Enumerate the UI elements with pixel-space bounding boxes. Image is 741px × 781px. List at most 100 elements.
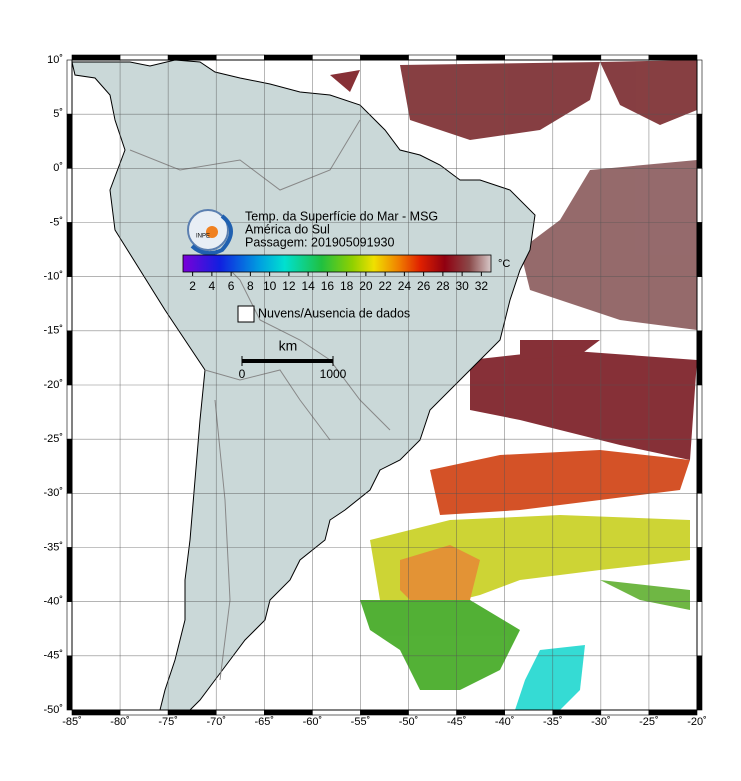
frame-segment xyxy=(71,54,121,61)
x-tick-label: -25˚ xyxy=(639,716,659,728)
y-tick-label: -5˚ xyxy=(50,216,63,228)
frame-segment xyxy=(119,709,169,716)
frame-segment xyxy=(66,113,73,169)
no-data-label: Nuvens/Ausencia de dados xyxy=(258,306,410,320)
x-tick-label: -60˚ xyxy=(303,716,323,728)
y-tick-label: -20˚ xyxy=(43,379,63,391)
sst-field xyxy=(330,60,697,710)
frame-segment xyxy=(119,54,169,61)
frame-segment xyxy=(600,54,650,61)
frame-segment xyxy=(504,54,554,61)
y-tick-label: -15˚ xyxy=(43,325,63,337)
frame-segment xyxy=(648,709,698,716)
scale-tick-label: 0 xyxy=(239,367,246,381)
frame-segment xyxy=(456,709,505,716)
frame-segment xyxy=(66,384,73,440)
x-tick-label: -85˚ xyxy=(62,716,82,728)
frame-segment xyxy=(264,709,313,716)
frame-segment xyxy=(696,113,703,169)
colorbar-tick-label: 32 xyxy=(475,279,489,293)
x-tick-label: -40˚ xyxy=(495,716,515,728)
frame-segment xyxy=(696,438,703,494)
frame-segment xyxy=(504,709,554,716)
legend-pass: Passagem: 201905091930 xyxy=(245,235,394,249)
x-tick-label: -20˚ xyxy=(687,716,707,728)
x-tick-label: -50˚ xyxy=(399,716,419,728)
legend-title: Temp. da Superfície do Mar - MSG xyxy=(245,209,438,223)
frame-segment xyxy=(312,54,361,61)
legend: INPE Temp. da Superfície do Mar - MSG Am… xyxy=(182,209,510,381)
frame-segment xyxy=(215,54,265,61)
y-tick-label: -30˚ xyxy=(43,487,63,499)
frame-segment xyxy=(552,54,602,61)
frame-segment xyxy=(66,276,73,332)
colorbar-tick-label: 12 xyxy=(282,279,296,293)
colorbar-tick-label: 2 xyxy=(189,279,196,293)
frame-segment xyxy=(66,601,73,657)
scale-bar xyxy=(242,359,333,363)
frame-segment xyxy=(696,601,703,657)
scale-ticks: 0 1000 xyxy=(239,356,347,381)
frame-segment xyxy=(66,438,73,494)
logo-text: INPE xyxy=(196,234,210,240)
frame-segment xyxy=(167,709,217,716)
colorbar-tick-label: 18 xyxy=(340,279,354,293)
colorbar xyxy=(182,254,492,273)
y-tick-label: 0˚ xyxy=(53,162,63,174)
frame-segment xyxy=(66,655,73,711)
colorbar-tick-label: 6 xyxy=(228,279,235,293)
frame-segment xyxy=(600,709,650,716)
frame-segment xyxy=(167,54,217,61)
y-tick-label: -50˚ xyxy=(43,704,63,716)
colorbar-tick-label: 20 xyxy=(359,279,373,293)
y-tick-label: 5˚ xyxy=(53,108,63,120)
frame-segment xyxy=(696,655,703,711)
colorbar-unit: °C xyxy=(498,258,510,270)
x-tick-label: -35˚ xyxy=(543,716,563,728)
colorbar-ticks: 2 4 6 8 10 12 14 16 18 20 22 24 26 28 30 32 xyxy=(189,272,488,293)
frame-segment xyxy=(696,547,703,602)
frame-segment xyxy=(408,709,457,716)
frame-segment xyxy=(696,330,703,386)
colorbar-tick-label: 24 xyxy=(398,279,412,293)
frame-segment xyxy=(66,547,73,602)
country-borders xyxy=(129,119,391,681)
frame-segment xyxy=(552,709,602,716)
colorbar-tick-label: 10 xyxy=(263,279,277,293)
x-tick-label: -70˚ xyxy=(206,716,226,728)
colorbar-tick-label: 14 xyxy=(301,279,315,293)
frame-segment xyxy=(264,54,313,61)
frame-segment xyxy=(456,54,505,61)
frame-segment xyxy=(66,330,73,386)
y-tick-label: -25˚ xyxy=(43,433,63,445)
x-tick-label: -55˚ xyxy=(351,716,371,728)
frame-segment xyxy=(215,709,265,716)
frame-segment xyxy=(408,54,457,61)
y-tick-label: -40˚ xyxy=(43,596,63,608)
colorbar-tick-label: 16 xyxy=(321,279,335,293)
y-tick-label: 10˚ xyxy=(47,54,63,66)
logo-arrow xyxy=(190,214,233,256)
x-tick-label: -30˚ xyxy=(591,716,611,728)
scale-unit: km xyxy=(279,338,298,354)
frame-segment xyxy=(696,222,703,277)
legend-region: América do Sul xyxy=(245,222,330,236)
frame-segment xyxy=(696,168,703,223)
x-tick-label: -45˚ xyxy=(447,716,467,728)
colorbar-tick-label: 22 xyxy=(378,279,392,293)
frame-segment xyxy=(71,709,121,716)
x-tick-label: -65˚ xyxy=(255,716,275,728)
frame-segment xyxy=(696,493,703,548)
frame-segment xyxy=(696,384,703,440)
frame-segment xyxy=(66,168,73,223)
colorbar-tick-label: 30 xyxy=(455,279,469,293)
frame-segment xyxy=(66,493,73,548)
scale-tick-label: 1000 xyxy=(320,367,347,381)
colorbar-tick-label: 4 xyxy=(209,279,216,293)
frame-outline xyxy=(71,59,698,711)
x-tick-label: -75˚ xyxy=(158,716,178,728)
frame-segment xyxy=(312,709,361,716)
y-tick-label: -45˚ xyxy=(43,650,63,662)
colorbar-tick-label: 8 xyxy=(247,279,254,293)
